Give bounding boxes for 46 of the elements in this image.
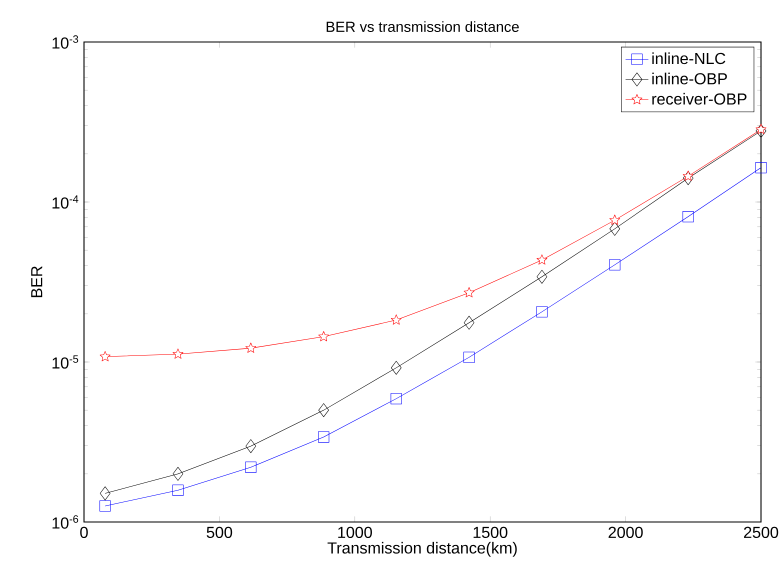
point [756, 124, 766, 138]
point [682, 211, 694, 222]
x-tick-label: 1500 [474, 526, 508, 538]
point [318, 331, 330, 342]
point [318, 403, 329, 418]
point [100, 500, 111, 512]
y-axis-title: BER [31, 266, 42, 298]
point [390, 314, 402, 325]
point [246, 439, 256, 454]
point [536, 270, 548, 284]
x-tick-label: 0 [80, 526, 88, 538]
legend-label: inline-NLC [652, 52, 726, 64]
point [245, 342, 256, 353]
y-tick-label: 10$^{-5}$ [52, 355, 78, 369]
point [536, 306, 548, 318]
point [536, 254, 548, 265]
point [390, 360, 402, 375]
point [609, 259, 620, 270]
point [100, 351, 110, 362]
point [682, 171, 694, 186]
chart-title: BER vs transmission distance [326, 21, 519, 32]
point [172, 348, 184, 359]
x-tick-label: 2000 [608, 526, 643, 538]
point [464, 287, 474, 298]
point [100, 486, 110, 500]
y-tick-label: 10$^{-3}$ [52, 35, 78, 49]
point [756, 124, 766, 134]
point [172, 484, 184, 496]
x-tick-label: 500 [206, 526, 232, 538]
legend-label: inline-OBP [652, 72, 727, 84]
point [464, 316, 474, 330]
legend-label: receiver-OBP [652, 92, 746, 105]
y-tick-label: 10$^{-6}$ [52, 515, 78, 529]
point [172, 466, 184, 481]
point [245, 462, 256, 473]
x-tick-label: 2500 [744, 526, 778, 538]
x-tick-label: 1000 [338, 526, 372, 538]
y-tick-label: 10$^{-4}$ [52, 195, 78, 209]
point [318, 431, 330, 443]
point [390, 393, 402, 404]
point [463, 352, 475, 363]
x-axis-title: Transmission distance(km) [328, 542, 517, 557]
point [610, 222, 620, 236]
point [755, 162, 767, 174]
point [609, 214, 620, 225]
point [682, 170, 694, 181]
